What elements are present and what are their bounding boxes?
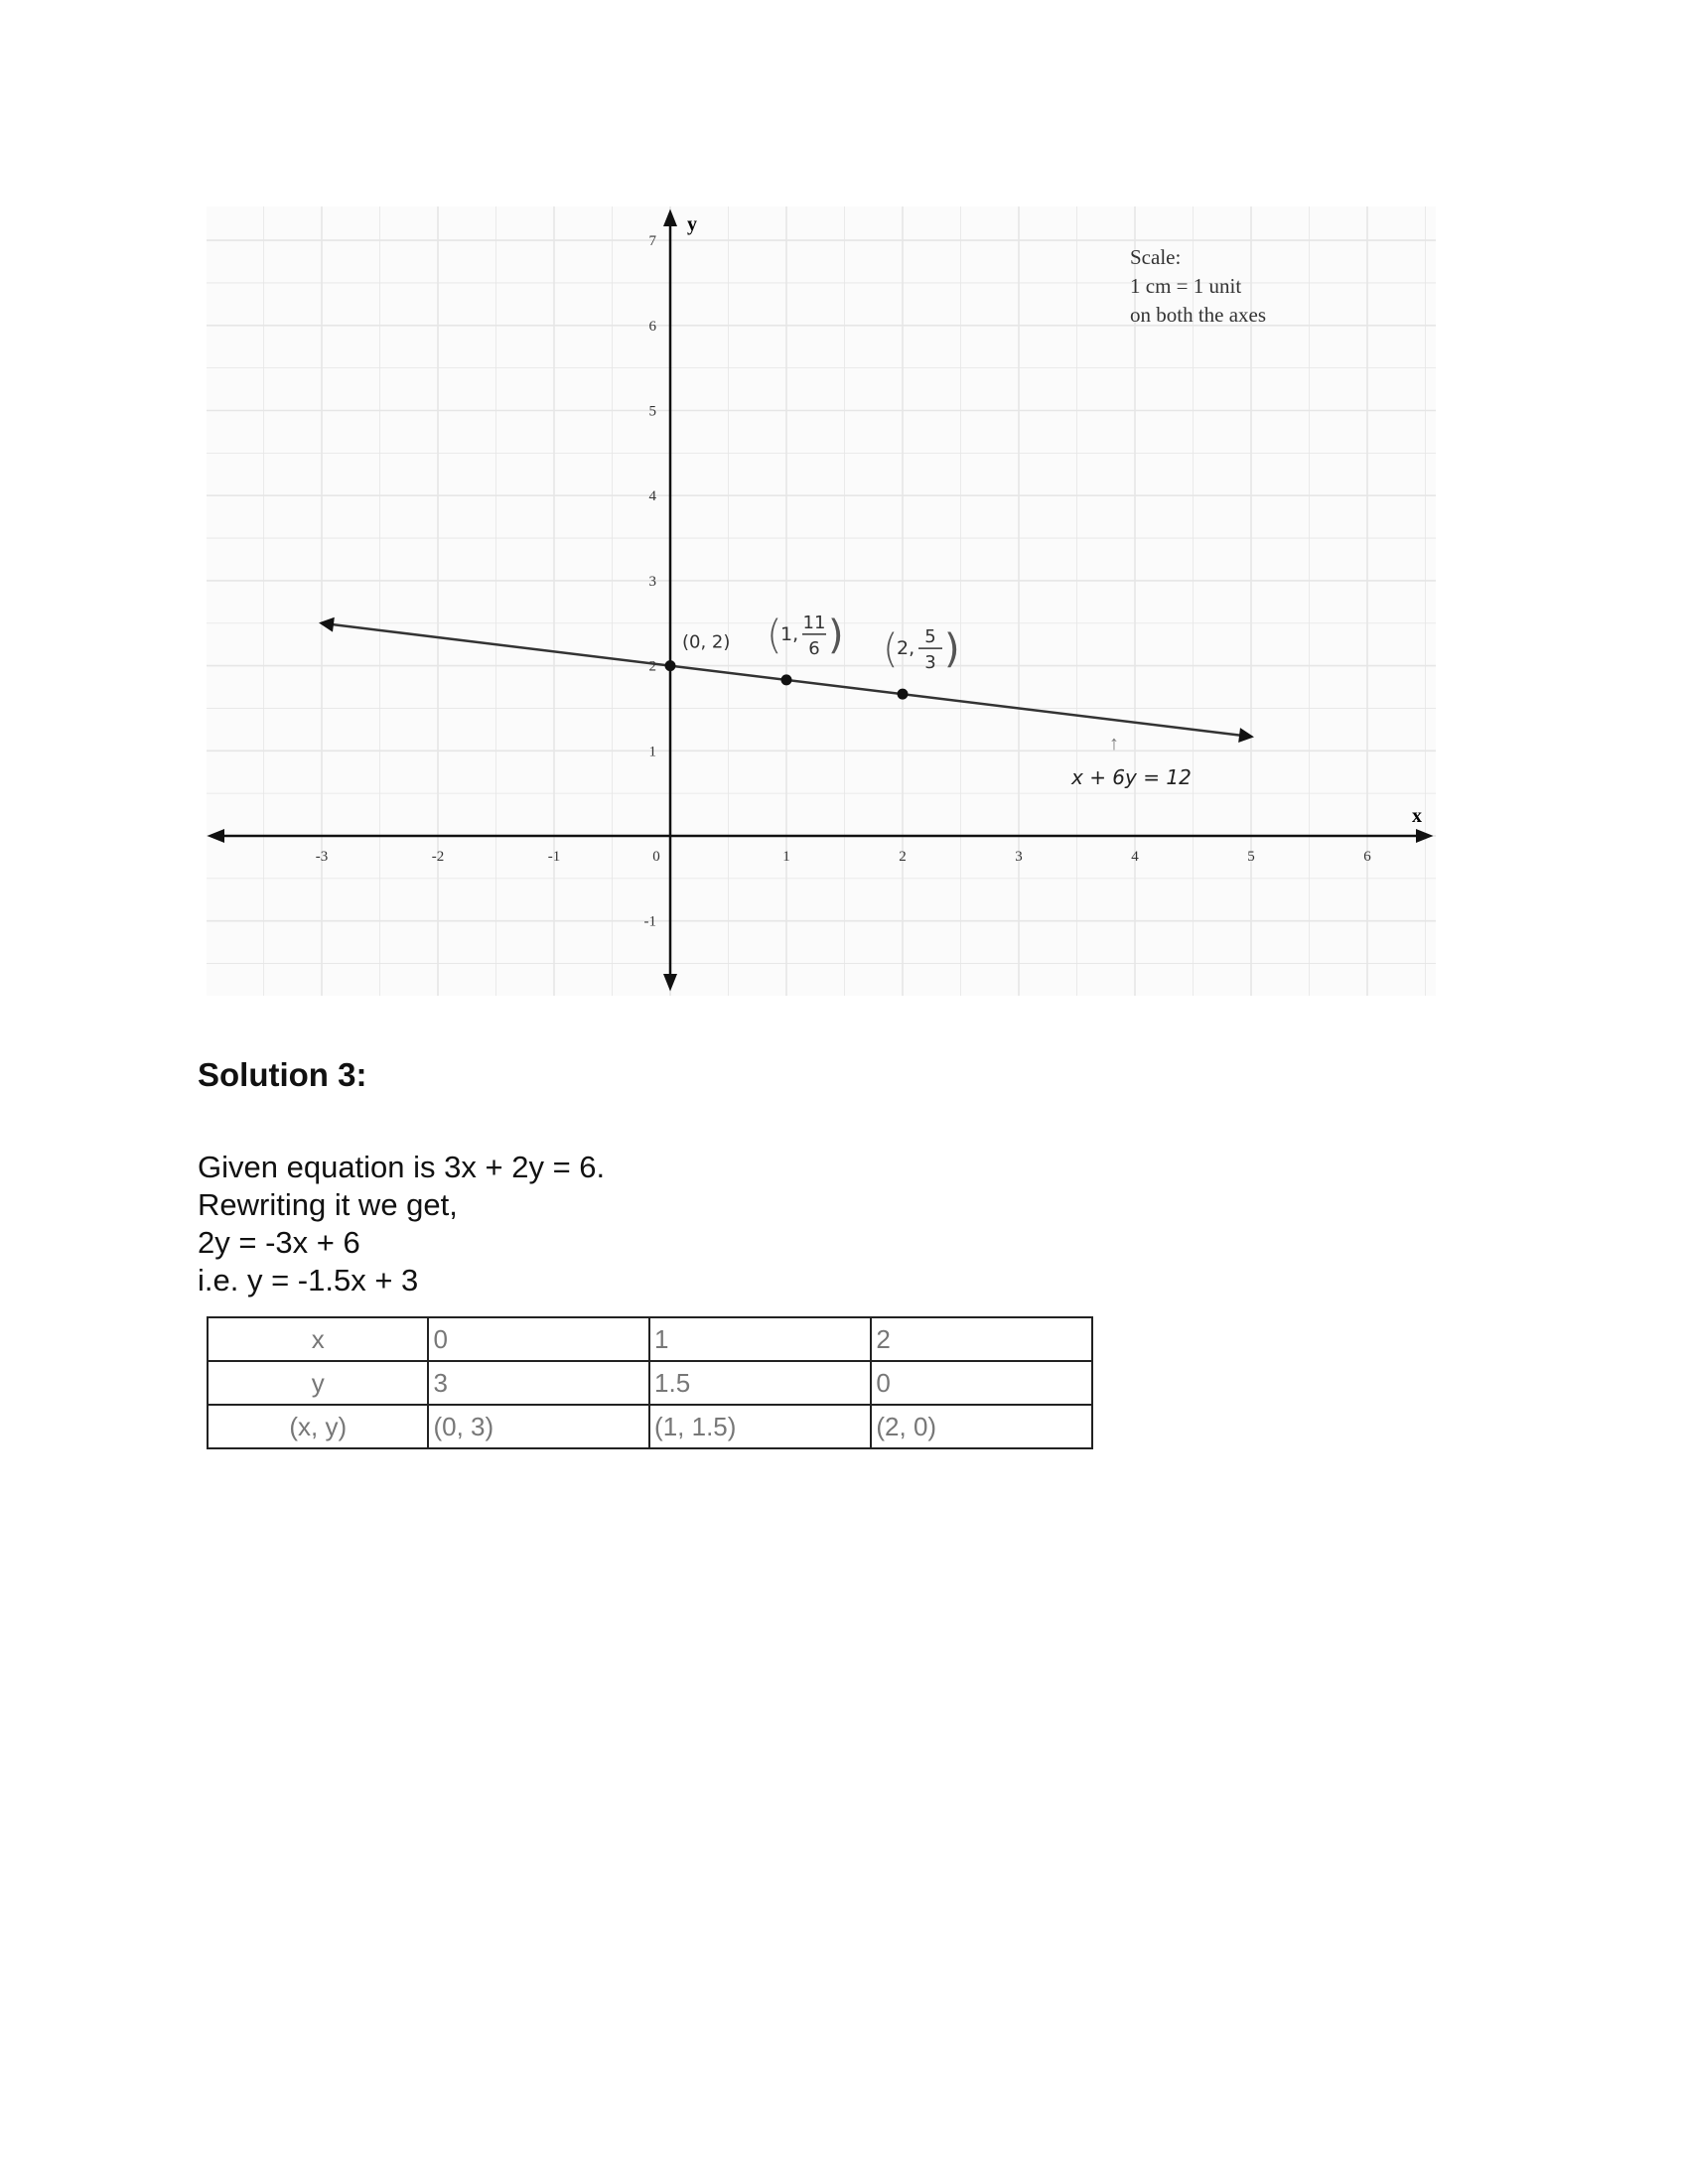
x-tick-label: 4 (1131, 849, 1139, 865)
y-tick-label: -1 (644, 914, 657, 930)
scale-note: on both the axes (1130, 303, 1266, 327)
table-cell: 0 (870, 1360, 1093, 1406)
table-cell: (2, 0) (870, 1404, 1093, 1449)
table-cell: x (206, 1316, 430, 1362)
table-cell: 1.5 (648, 1360, 873, 1406)
x-tick-label: 5 (1247, 849, 1255, 865)
scale-note: 1 cm = 1 unit (1130, 274, 1241, 298)
x-axis-label: x (1412, 805, 1422, 827)
bracket: ) (944, 626, 960, 672)
table-cell: 2 (870, 1316, 1093, 1362)
solution-title: Solution 3: (198, 1056, 367, 1093)
text-line: i.e. y = -1.5x + 3 (198, 1263, 419, 1297)
fraction-numerator: 5 (924, 626, 935, 647)
data-point (780, 674, 792, 686)
data-point (664, 660, 676, 672)
table-cell: 1 (648, 1316, 873, 1362)
fraction-numerator: 11 (803, 613, 826, 633)
table-row: (x, y) (0, 3) (1, 1.5) (2, 0) (206, 1404, 1093, 1449)
bracket: ) (828, 613, 844, 658)
y-tick-label: 4 (649, 488, 657, 504)
y-tick-label: 3 (649, 574, 657, 590)
y-tick-label: 6 (649, 319, 657, 335)
point-label: 2, (897, 637, 914, 659)
x-tick-label: 6 (1363, 849, 1371, 865)
x-tick-label: -3 (316, 849, 329, 865)
table-cell: 0 (427, 1316, 651, 1362)
bracket: ( (883, 626, 899, 672)
table-cell: (x, y) (206, 1404, 430, 1449)
pointer-arrow-icon: ↑ (1109, 733, 1119, 754)
x-tick-label: 0 (652, 849, 660, 865)
point-label: 1, (780, 623, 798, 645)
y-tick-label: 7 (649, 233, 657, 249)
x-tick-label: -2 (432, 849, 445, 865)
x-tick-label: 3 (1015, 849, 1023, 865)
table-cell: (0, 3) (427, 1404, 651, 1449)
values-table: x 0 1 2 y 3 1.5 0 (x, y) (0, 3) (1, 1.5)… (206, 1316, 1093, 1449)
line-graph: x y -3 -2 -1 0 1 2 3 4 5 6 -1 1 2 3 4 5 6 7 x + 6y = 12 ↑ (0, … (207, 206, 1436, 996)
table-cell: 3 (427, 1360, 651, 1406)
equation-label: x + 6y = 12 (1070, 765, 1192, 789)
table-row: y 3 1.5 0 (206, 1360, 1093, 1406)
x-tick-label: -1 (548, 849, 561, 865)
point-label: (0, 2) (682, 632, 730, 653)
fraction-denominator: 6 (808, 638, 819, 659)
text-line: Given equation is 3x + 2y = 6. (198, 1150, 606, 1184)
table-cell: (1, 1.5) (648, 1404, 873, 1449)
y-tick-label: 1 (649, 744, 657, 759)
x-tick-label: 1 (782, 849, 790, 865)
y-tick-label: 5 (649, 404, 657, 420)
data-point (897, 688, 909, 700)
text-line: 2y = -3x + 6 (198, 1225, 360, 1260)
scale-note: Scale: (1130, 245, 1181, 269)
text-line: Rewriting it we get, (198, 1187, 458, 1222)
y-tick-label: 2 (649, 659, 657, 675)
fraction-denominator: 3 (924, 652, 935, 673)
table-row: x 0 1 2 (206, 1316, 1093, 1362)
table-cell: y (206, 1360, 430, 1406)
plot-background (207, 206, 1436, 996)
x-tick-label: 2 (899, 849, 907, 865)
y-axis-label: y (687, 213, 697, 235)
bracket: ( (767, 613, 782, 658)
